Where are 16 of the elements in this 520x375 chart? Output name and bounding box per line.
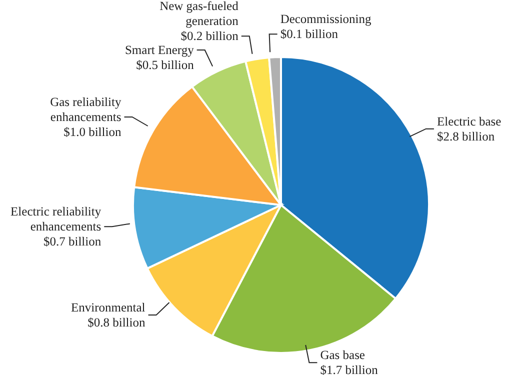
slice-label: Gas reliability enhancements xyxy=(50,95,122,124)
data-label: $2.8 billion xyxy=(436,129,496,144)
slice-label: Decommissioning xyxy=(280,12,372,26)
data-label: $1.0 billion xyxy=(64,125,122,139)
slice-label: Environmental xyxy=(70,300,146,314)
slice-label: Gas base xyxy=(320,348,366,362)
slice-label: Electric reliability enhancements xyxy=(10,204,102,234)
slice-label: Smart Energy xyxy=(124,43,195,58)
data-label: $1.7 billion xyxy=(320,363,379,375)
slice-label: Electric base xyxy=(436,114,502,128)
data-label: $0.1 billion xyxy=(280,27,339,42)
slice-label: New gas-fueled generation xyxy=(160,0,240,28)
data-label: $0.8 billion xyxy=(88,315,146,330)
data-label: $0.5 billion xyxy=(136,58,195,72)
data-label: $0.7 billion xyxy=(43,234,102,249)
data-label: $0.2 billion xyxy=(180,29,240,44)
